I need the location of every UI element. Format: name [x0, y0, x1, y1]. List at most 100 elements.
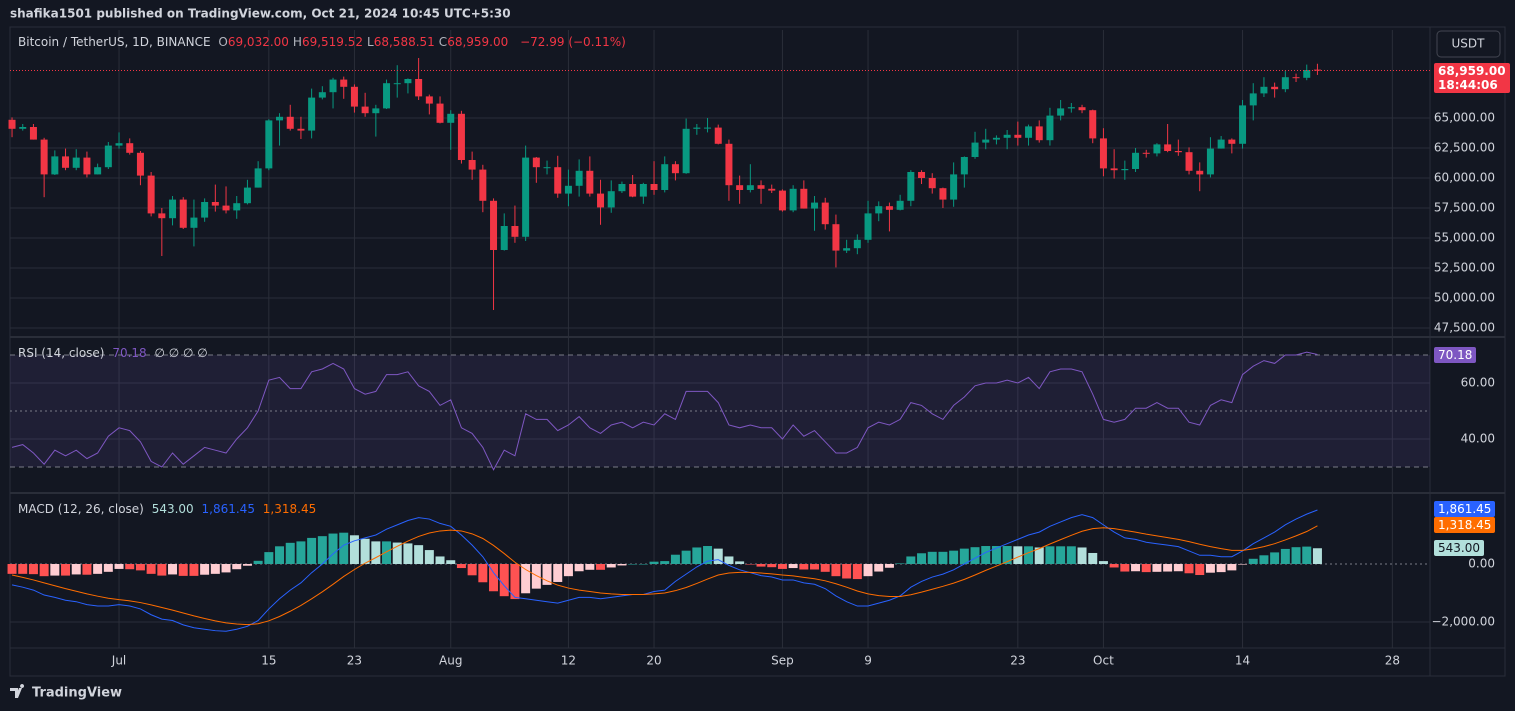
candle-body	[554, 167, 562, 194]
candle-body	[1057, 108, 1065, 116]
histogram-bar	[71, 563, 81, 575]
y-tick-label: 60,000.00	[1434, 170, 1495, 184]
histogram-bar	[1270, 552, 1280, 564]
macd-tag: 1,861.45	[1434, 501, 1496, 517]
candle-body	[682, 128, 690, 174]
candle-body	[1046, 115, 1054, 141]
histogram-bar	[596, 563, 606, 570]
x-tick-label: 12	[561, 654, 576, 668]
candle-body	[1035, 126, 1043, 141]
rsi-tag: 70.18	[1434, 347, 1477, 363]
histogram-bar	[884, 563, 894, 568]
signal-value: 1,318.45	[262, 502, 317, 516]
candle-body	[704, 127, 712, 129]
candle-body	[211, 201, 219, 206]
rsi-extra: ∅ ∅ ∅ ∅	[154, 346, 208, 360]
candle-body	[243, 187, 251, 204]
candle-body	[1196, 170, 1204, 175]
candle-body	[543, 167, 551, 169]
candle-body	[511, 225, 519, 237]
x-tick-label: 20	[646, 654, 661, 668]
x-tick-label: 23	[347, 654, 362, 668]
histogram-bar	[810, 563, 820, 570]
x-tick-label: Jul	[111, 654, 126, 668]
y-tick-label: 57,500.00	[1434, 200, 1495, 214]
histogram-bar	[842, 563, 852, 579]
candle-body	[1292, 77, 1300, 79]
ohlc-legend: O69,032.00 H69,519.52 L68,588.51 C68,959.00	[218, 35, 512, 49]
histogram-bar	[1280, 548, 1290, 564]
histogram-bar	[232, 563, 242, 570]
y-tick-label: −2,000.00	[1432, 614, 1496, 628]
histogram-bar	[1109, 563, 1119, 568]
histogram-bar	[210, 563, 220, 574]
candle-body	[586, 170, 594, 194]
countdown: 18:44:06	[1438, 78, 1498, 92]
histogram-bar	[125, 563, 135, 570]
histogram-bar	[927, 551, 937, 564]
legend-value: 69,032.00	[227, 35, 289, 49]
candle-body	[468, 159, 476, 170]
candle-body	[147, 175, 155, 214]
histogram-bar	[959, 548, 969, 564]
histogram-bar	[1184, 563, 1194, 574]
histogram-bar	[617, 563, 627, 566]
candle-body	[896, 200, 904, 210]
x-tick-label: Aug	[439, 654, 462, 668]
x-tick-label: 28	[1385, 654, 1400, 668]
candle-body	[1303, 69, 1311, 78]
candle-body	[318, 92, 326, 98]
histogram-bar	[756, 563, 766, 567]
histogram-bar	[938, 551, 948, 564]
change: −72.99 (−0.11%)	[520, 35, 626, 49]
histogram-bar	[1098, 561, 1108, 564]
histogram-bar	[1216, 563, 1226, 573]
candle-body	[222, 205, 230, 211]
grid	[10, 30, 1430, 648]
histogram-bar	[1045, 546, 1055, 564]
histogram-bar	[1056, 546, 1066, 564]
candle-body	[736, 185, 744, 190]
candle-body	[650, 183, 658, 190]
histogram-bar	[660, 561, 670, 564]
histogram-bar	[970, 547, 980, 564]
candle-body	[8, 119, 16, 129]
histogram-bar	[1024, 546, 1034, 564]
histogram-bar	[874, 563, 884, 572]
legend-value: 68,959.00	[447, 35, 509, 49]
histogram-bar	[852, 563, 862, 580]
histogram-bar	[446, 560, 456, 564]
histogram-bar	[296, 541, 306, 564]
histogram-bar	[981, 546, 991, 564]
candle-body	[19, 126, 27, 129]
histogram-bar	[7, 563, 17, 574]
candle-body	[436, 103, 444, 123]
candle-body	[564, 185, 572, 194]
candle-body	[72, 157, 80, 168]
candle-body	[340, 79, 348, 87]
histogram-tag: 543.00	[1434, 540, 1484, 556]
candle-body	[265, 120, 273, 169]
candle-body	[843, 248, 851, 251]
legend-value: 69,519.52	[301, 35, 364, 49]
histogram-bar	[521, 563, 531, 594]
histogram-bar	[713, 548, 723, 564]
histogram-bar	[382, 541, 392, 564]
histogram-bar	[50, 563, 60, 576]
candle-body	[532, 157, 540, 168]
candle-body	[201, 201, 209, 218]
histogram-bar	[328, 533, 338, 564]
histogram-bar	[745, 563, 755, 565]
y-tick-label: 60.00	[1461, 375, 1495, 389]
histogram-bar	[103, 563, 113, 572]
histogram-bar	[767, 563, 777, 568]
candle-body	[629, 183, 637, 197]
histogram-bar	[788, 563, 798, 569]
histogram-bar	[670, 554, 680, 564]
candle-body	[350, 86, 358, 107]
candle-body	[29, 126, 37, 140]
candle-body	[83, 157, 91, 175]
currency-button-label[interactable]: USDT	[1452, 37, 1486, 51]
currency-button[interactable]	[1436, 30, 1501, 58]
candle-body	[1014, 134, 1022, 138]
